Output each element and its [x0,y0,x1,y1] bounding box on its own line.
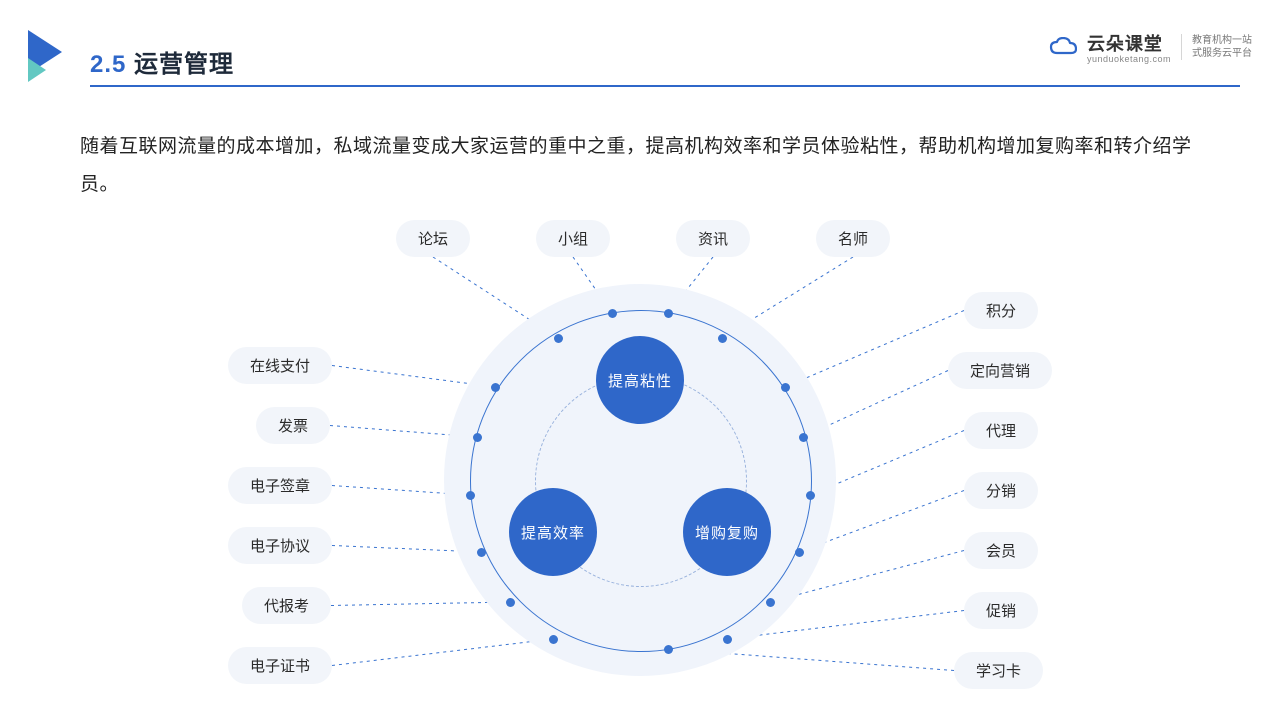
pill-right-5: 促销 [964,592,1038,629]
brand-separator [1181,34,1182,60]
intro-paragraph: 随着互联网流量的成本增加，私域流量变成大家运营的重中之重，提高机构效率和学员体验… [80,128,1220,204]
ring-dot-12 [473,433,482,442]
pill-left-2: 电子签章 [228,467,332,504]
pill-top-0: 论坛 [396,220,470,257]
diagram-stage: 提高粘性提高效率增购复购 论坛 小组 资讯 名师在线支付发票电子签章电子协议代报考电子证… [0,200,1280,720]
section-number: 2.5 [90,51,126,78]
brand-tagline: 教育机构一站 式服务云平台 [1192,34,1252,60]
pill-top-3: 名师 [816,220,890,257]
pill-top-1: 小组 [536,220,610,257]
ring-dot-4 [781,383,790,392]
pill-left-3: 电子协议 [228,527,332,564]
pill-right-0: 积分 [964,292,1038,329]
pill-right-4: 会员 [964,532,1038,569]
ring-dot-13 [466,491,475,500]
brand-domain: yunduoketang.com [1087,54,1171,64]
section-title-text: 运营管理 [134,51,234,78]
ring-dot-8 [766,598,775,607]
pill-right-2: 代理 [964,412,1038,449]
ring-dot-7 [795,548,804,557]
pill-left-5: 电子证书 [228,647,332,684]
ring-dot-14 [477,548,486,557]
section-underline [90,85,1240,87]
pill-left-1: 发票 [256,407,330,444]
cloud-icon [1049,37,1077,57]
pill-right-6: 学习卡 [954,652,1043,689]
ring-dot-3 [718,334,727,343]
ring-dot-6 [806,491,815,500]
ring-dot-11 [491,383,500,392]
ring-dot-10 [664,645,673,654]
ring-dot-16 [549,635,558,644]
ring-dot-9 [723,635,732,644]
pill-left-4: 代报考 [242,587,331,624]
hub-2: 增购复购 [683,488,771,576]
hub-1: 提高效率 [509,488,597,576]
ring-dot-5 [799,433,808,442]
brand-name: 云朵课堂 [1087,34,1163,54]
pill-right-3: 分销 [964,472,1038,509]
brand-block: 云朵课堂 yunduoketang.com 教育机构一站 式服务云平台 [1049,30,1252,64]
pill-right-1: 定向营销 [948,352,1052,389]
ring-dot-0 [554,334,563,343]
brand-text: 云朵课堂 yunduoketang.com [1087,30,1171,64]
ring-dot-15 [506,598,515,607]
hub-0: 提高粘性 [596,336,684,424]
pill-top-2: 资讯 [676,220,750,257]
ring-dot-1 [608,309,617,318]
corner-triangle-teal-icon [28,58,46,82]
ring-dot-2 [664,309,673,318]
pill-left-0: 在线支付 [228,347,332,384]
